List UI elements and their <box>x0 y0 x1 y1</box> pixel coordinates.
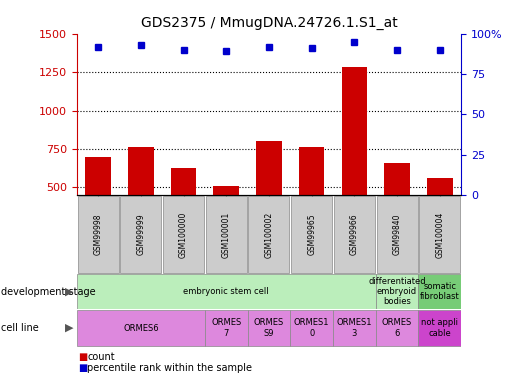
FancyBboxPatch shape <box>290 310 333 346</box>
FancyBboxPatch shape <box>419 196 460 273</box>
Text: ▶: ▶ <box>65 323 73 333</box>
Text: development stage: development stage <box>1 286 96 297</box>
Text: ORMES
S9: ORMES S9 <box>254 318 284 338</box>
Text: percentile rank within the sample: percentile rank within the sample <box>87 363 252 373</box>
Text: GSM99965: GSM99965 <box>307 214 316 255</box>
Text: ■: ■ <box>78 363 87 373</box>
FancyBboxPatch shape <box>163 196 204 273</box>
FancyBboxPatch shape <box>418 310 461 346</box>
Text: GSM99840: GSM99840 <box>393 214 402 255</box>
Text: GSM99998: GSM99998 <box>94 214 103 255</box>
Bar <box>256 141 282 195</box>
Text: cell line: cell line <box>1 323 39 333</box>
Text: GSM99966: GSM99966 <box>350 214 359 255</box>
Bar <box>341 67 367 195</box>
FancyBboxPatch shape <box>418 274 461 309</box>
Text: somatic
fibroblast: somatic fibroblast <box>420 282 460 301</box>
Text: differentiated
embryoid
bodies: differentiated embryoid bodies <box>368 277 426 306</box>
Text: ORMES1
0: ORMES1 0 <box>294 318 330 338</box>
FancyBboxPatch shape <box>78 196 119 273</box>
FancyBboxPatch shape <box>77 310 205 346</box>
Text: GSM100002: GSM100002 <box>264 211 273 258</box>
Bar <box>85 158 111 195</box>
Bar <box>299 147 324 195</box>
Text: GSM100004: GSM100004 <box>435 211 444 258</box>
Text: GSM99999: GSM99999 <box>136 214 145 255</box>
FancyBboxPatch shape <box>334 196 375 273</box>
FancyBboxPatch shape <box>376 274 418 309</box>
FancyBboxPatch shape <box>205 310 248 346</box>
FancyBboxPatch shape <box>120 196 161 273</box>
FancyBboxPatch shape <box>376 310 418 346</box>
Text: ▶: ▶ <box>65 286 73 297</box>
Bar <box>171 168 197 195</box>
Text: not appli
cable: not appli cable <box>421 318 458 338</box>
Text: GSM100001: GSM100001 <box>222 211 231 258</box>
Text: embryonic stem cell: embryonic stem cell <box>183 287 269 296</box>
FancyBboxPatch shape <box>249 196 289 273</box>
FancyBboxPatch shape <box>77 274 376 309</box>
Title: GDS2375 / MmugDNA.24726.1.S1_at: GDS2375 / MmugDNA.24726.1.S1_at <box>140 16 398 30</box>
Bar <box>128 147 154 195</box>
FancyBboxPatch shape <box>206 196 247 273</box>
FancyBboxPatch shape <box>248 310 290 346</box>
Text: ■: ■ <box>78 352 87 362</box>
FancyBboxPatch shape <box>376 196 418 273</box>
Text: GSM100000: GSM100000 <box>179 211 188 258</box>
FancyBboxPatch shape <box>333 310 376 346</box>
Text: ORMES
6: ORMES 6 <box>382 318 412 338</box>
FancyBboxPatch shape <box>291 196 332 273</box>
Text: ORMES
7: ORMES 7 <box>211 318 241 338</box>
Text: ORMES1
3: ORMES1 3 <box>337 318 372 338</box>
Text: ORMES6: ORMES6 <box>123 324 158 333</box>
Bar <box>214 186 239 195</box>
Bar <box>427 178 453 195</box>
Bar <box>384 163 410 195</box>
Text: count: count <box>87 352 115 362</box>
